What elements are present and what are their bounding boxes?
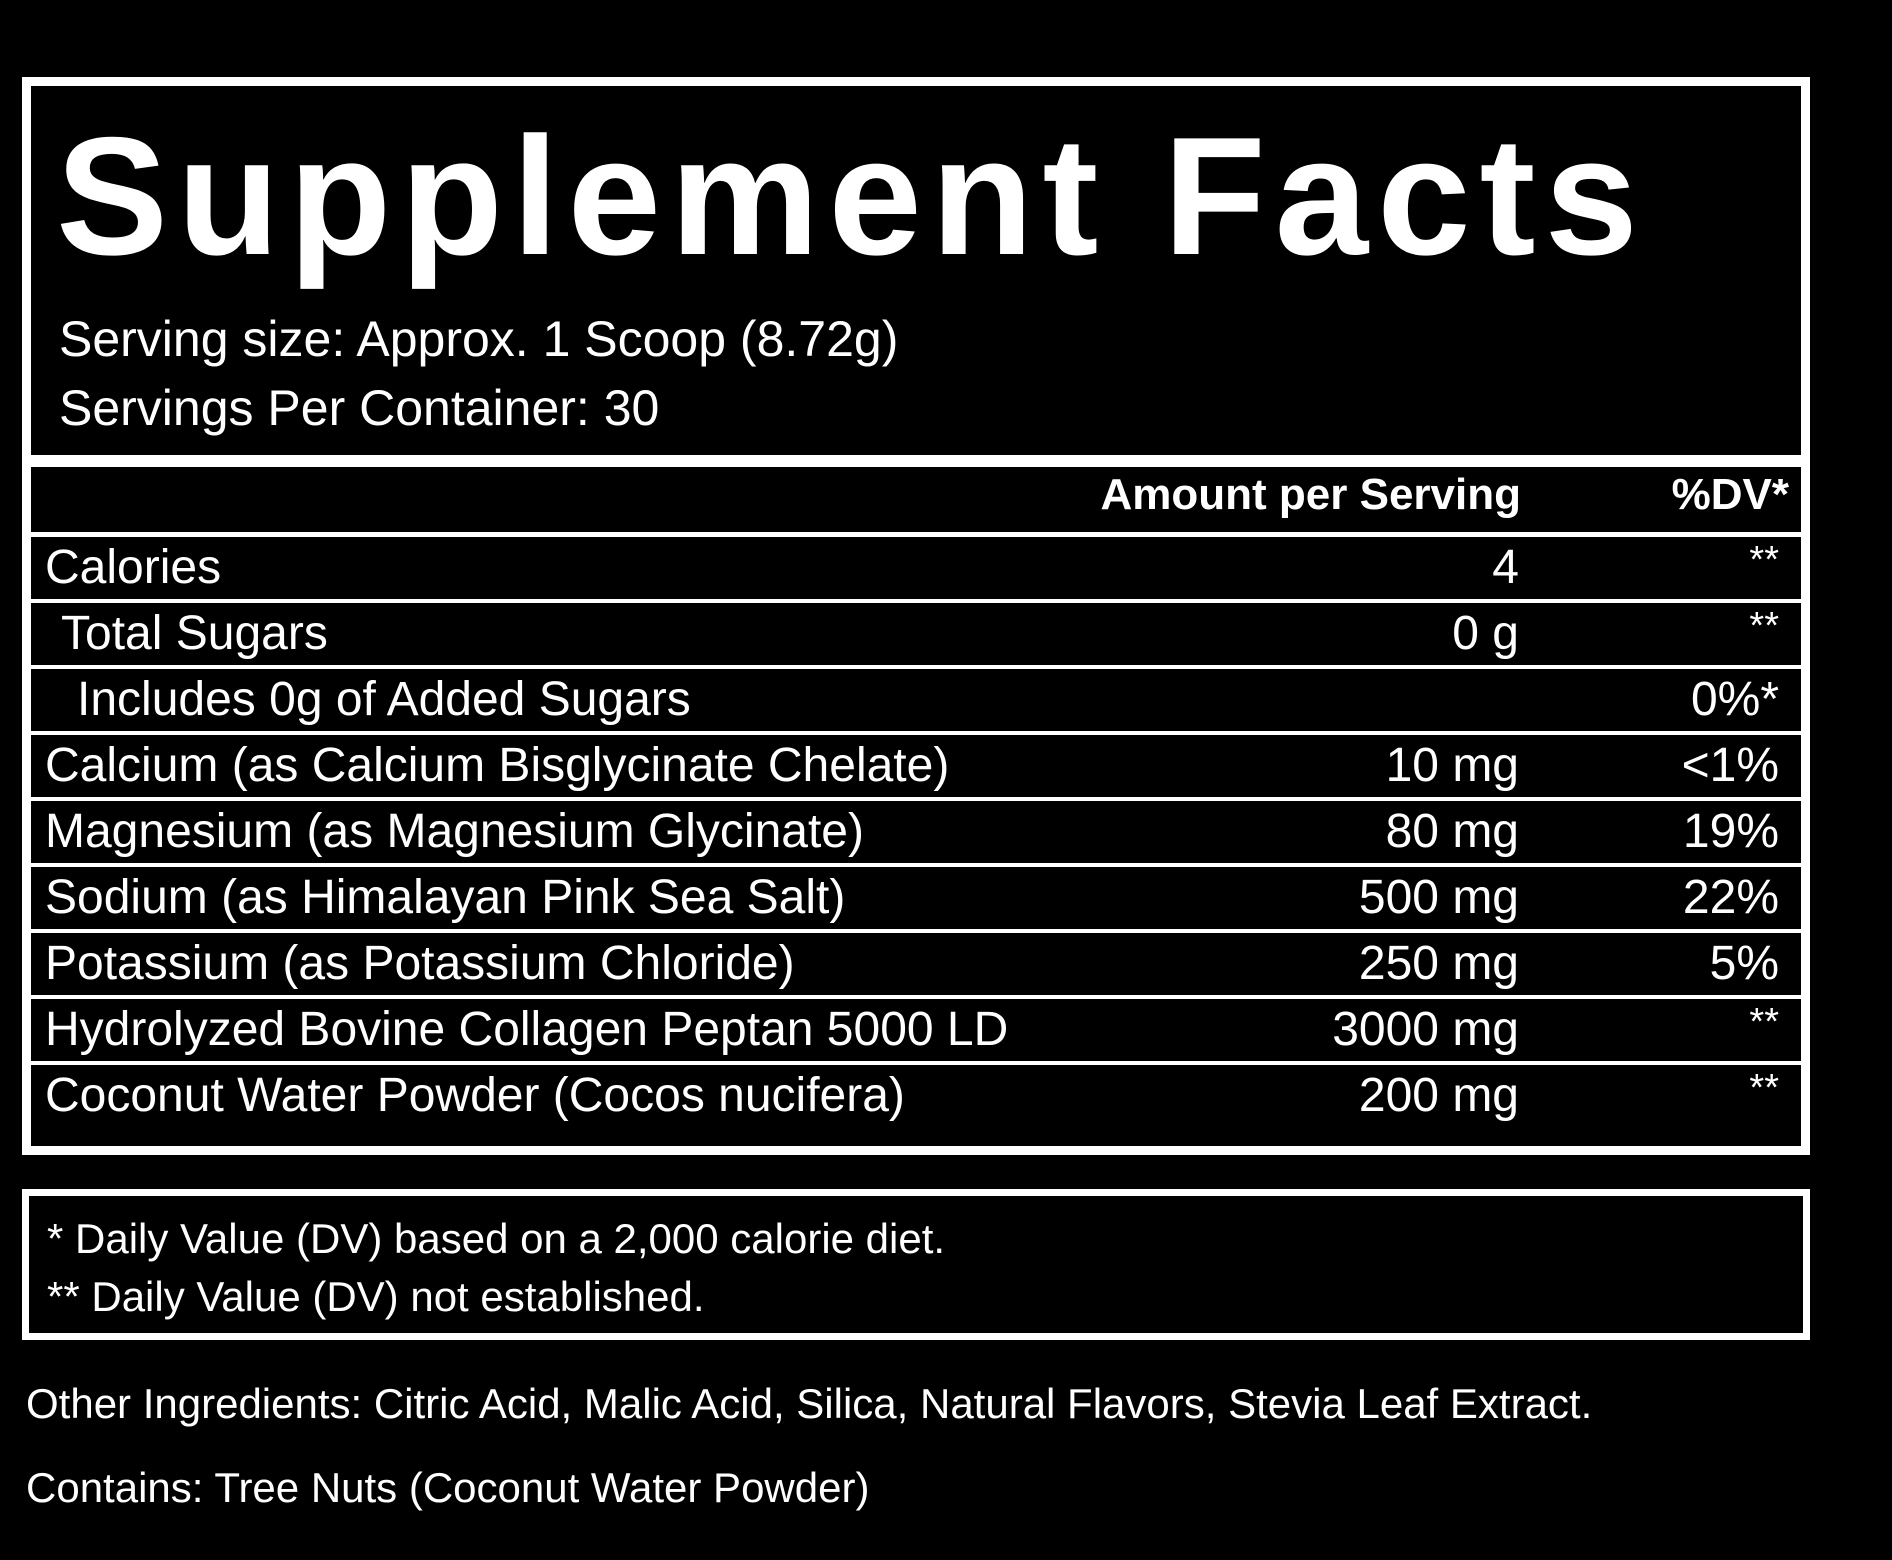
nutrient-amount: 250 mg (1358, 937, 1519, 990)
table-row: Sodium (as Himalayan Pink Sea Salt) 500 … (31, 867, 1801, 933)
thick-divider (31, 455, 1801, 467)
nutrient-name: Sodium (as Himalayan Pink Sea Salt) (45, 871, 846, 924)
nutrient-table: Calories 4 ** Total Sugars 0 g ** Includ… (31, 537, 1801, 1131)
footnote-daily-value: * Daily Value (DV) based on a 2,000 calo… (47, 1215, 946, 1262)
nutrient-name: Coconut Water Powder (Cocos nucifera) (45, 1069, 905, 1122)
nutrient-amount: 200 mg (1358, 1069, 1519, 1122)
amount-column-header: Amount per Serving (1100, 470, 1522, 519)
serving-size: Serving size: Approx. 1 Scoop (8.72g) (59, 311, 899, 367)
table-row: Potassium (as Potassium Chloride) 250 mg… (31, 933, 1801, 999)
nutrient-amount: 500 mg (1358, 871, 1519, 924)
nutrient-dv: ** (1749, 1067, 1779, 1109)
nutrient-dv: ** (1749, 539, 1779, 581)
nutrient-name: Calcium (as Calcium Bisglycinate Chelate… (45, 739, 950, 792)
table-row: Includes 0g of Added Sugars 0%* (31, 669, 1801, 735)
nutrient-name: Potassium (as Potassium Chloride) (45, 937, 795, 990)
nutrient-dv: 22% (1682, 871, 1779, 924)
table-row: Magnesium (as Magnesium Glycinate) 80 mg… (31, 801, 1801, 867)
nutrient-amount: 3000 mg (1332, 1003, 1519, 1056)
table-row: Coconut Water Powder (Cocos nucifera) 20… (31, 1065, 1801, 1131)
nutrient-dv: 19% (1682, 805, 1779, 858)
table-row: Total Sugars 0 g ** (31, 603, 1801, 669)
servings-per-container: Servings Per Container: 30 (59, 380, 660, 436)
nutrient-name: Magnesium (as Magnesium Glycinate) (45, 805, 864, 858)
table-row: Calcium (as Calcium Bisglycinate Chelate… (31, 735, 1801, 801)
nutrient-amount: 0 g (1452, 607, 1519, 660)
footnote-box: * Daily Value (DV) based on a 2,000 calo… (22, 1189, 1810, 1340)
nutrient-amount: 80 mg (1385, 805, 1519, 858)
other-ingredients: Other Ingredients: Citric Acid, Malic Ac… (26, 1380, 1593, 1427)
allergen-statement: Contains: Tree Nuts (Coconut Water Powde… (26, 1464, 870, 1511)
table-row: Calories 4 ** (31, 537, 1801, 603)
nutrient-amount: 10 mg (1385, 739, 1519, 792)
dv-column-header: %DV* (1671, 470, 1789, 519)
nutrient-dv: 5% (1709, 937, 1779, 990)
nutrient-dv: ** (1749, 605, 1779, 647)
footnote-not-established: ** Daily Value (DV) not established. (47, 1273, 705, 1320)
nutrient-dv: 0%* (1690, 673, 1779, 726)
nutrient-dv: <1% (1681, 739, 1779, 792)
nutrient-name: Calories (45, 541, 222, 594)
table-row: Hydrolyzed Bovine Collagen Peptan 5000 L… (31, 999, 1801, 1065)
header-divider (31, 532, 1801, 537)
panel-title: Supplement Facts (56, 102, 1647, 290)
nutrient-dv: ** (1749, 1001, 1779, 1043)
supplement-facts-panel: Supplement Facts Serving size: Approx. 1… (22, 77, 1810, 1155)
nutrient-name: Total Sugars (61, 607, 328, 660)
nutrient-name: Hydrolyzed Bovine Collagen Peptan 5000 L… (45, 1003, 1009, 1056)
nutrient-name: Includes 0g of Added Sugars (77, 673, 691, 726)
nutrient-amount: 4 (1492, 541, 1519, 594)
